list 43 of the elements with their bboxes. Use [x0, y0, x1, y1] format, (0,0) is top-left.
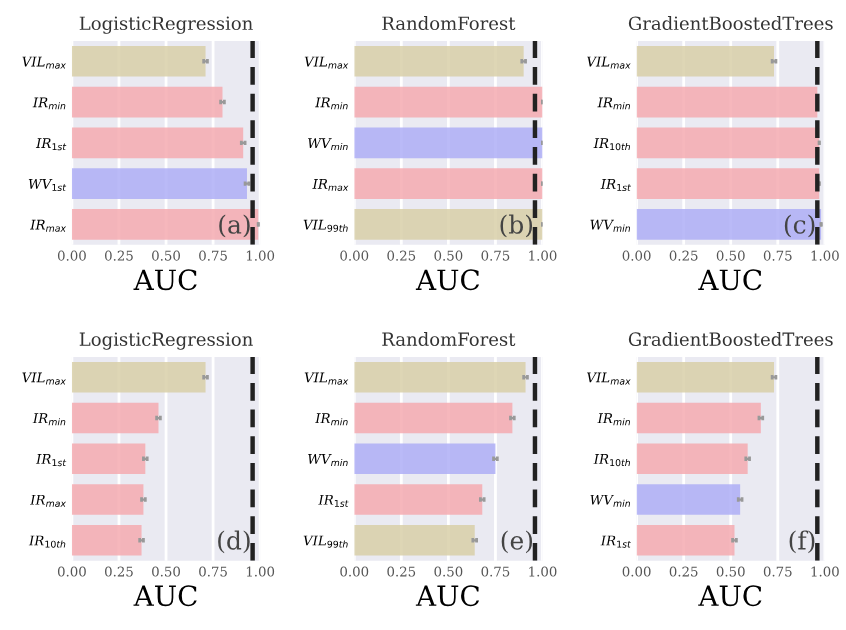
x-axis-title: AUC	[415, 585, 480, 607]
bar	[71, 402, 159, 434]
bar	[636, 443, 748, 475]
bar	[71, 86, 223, 118]
bar	[636, 525, 735, 556]
x-axis-title: AUC	[133, 269, 197, 291]
x-axis-title: AUC	[698, 269, 762, 291]
bar	[71, 46, 206, 77]
bar	[354, 525, 475, 556]
bar	[636, 209, 822, 240]
bar	[354, 402, 513, 434]
bar	[354, 361, 526, 393]
x-axis-title: AUC	[415, 269, 480, 291]
chart-title: LogisticRegression	[79, 332, 253, 350]
chart-title: GradientBoostedTrees	[628, 332, 833, 347]
chart-title: RandomForest	[382, 16, 516, 31]
annotation: (f)	[789, 530, 815, 554]
bar	[71, 484, 144, 515]
x-axis-title: AUC	[698, 585, 762, 607]
annotation: (b)	[500, 214, 533, 238]
chart-title: LogisticRegression	[79, 16, 253, 34]
annotation: (e)	[501, 530, 533, 554]
bar	[354, 443, 496, 475]
x-axis-title: AUC	[133, 585, 197, 607]
bar	[636, 86, 818, 118]
bar	[636, 402, 761, 434]
bar	[354, 484, 483, 515]
bar	[636, 168, 820, 199]
bar	[71, 361, 206, 393]
annotation: (c)	[784, 214, 815, 238]
chart-title: RandomForest	[382, 332, 516, 347]
bar	[636, 127, 820, 159]
annotation: (d)	[218, 530, 250, 554]
bar	[71, 127, 244, 159]
bar	[636, 361, 775, 393]
chart-title: GradientBoostedTrees	[628, 16, 833, 31]
bar	[71, 168, 247, 199]
bar	[636, 484, 741, 515]
bar	[71, 443, 146, 475]
bar	[71, 525, 142, 556]
annotation: (a)	[219, 214, 250, 238]
bar	[636, 46, 775, 77]
bar	[71, 209, 259, 240]
